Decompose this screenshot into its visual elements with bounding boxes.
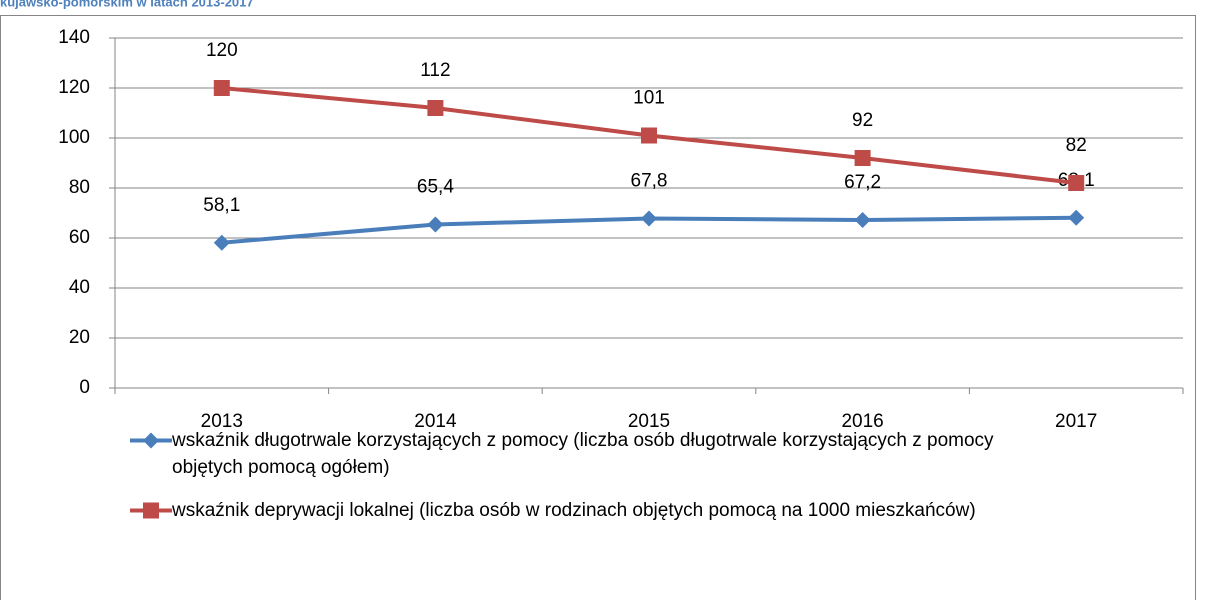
y-tick-label: 20 xyxy=(69,327,90,348)
legend-icon xyxy=(130,502,172,519)
marker xyxy=(641,210,657,227)
data-label: 65,4 xyxy=(417,177,454,198)
x-tick-label: 2016 xyxy=(841,411,883,432)
data-label: 67,8 xyxy=(631,171,668,192)
marker xyxy=(641,127,657,144)
marker xyxy=(427,216,444,233)
data-label: 92 xyxy=(852,110,873,131)
legend-label: wskaźnik deprywacji lokalnej (liczba osó… xyxy=(172,500,976,521)
y-tick-label: 100 xyxy=(58,127,90,148)
marker xyxy=(143,432,159,449)
chart-title: kujawsko-pomorskim w latach 2013-2017 xyxy=(0,0,254,9)
y-tick-label: 80 xyxy=(69,177,90,198)
marker xyxy=(854,150,871,166)
marker xyxy=(1068,175,1085,191)
y-tick-label: 40 xyxy=(69,277,90,298)
legend-entry: wskaźnik deprywacji lokalnej (liczba osó… xyxy=(130,497,1030,524)
marker xyxy=(213,234,230,251)
data-label: 67,2 xyxy=(844,172,881,193)
marker xyxy=(213,80,230,96)
chart-border xyxy=(0,15,1196,600)
x-tick-label: 2017 xyxy=(1055,411,1097,432)
data-label: 82 xyxy=(1066,135,1087,156)
x-tick-label: 2015 xyxy=(628,411,670,432)
data-label: 101 xyxy=(633,88,665,109)
legend-entry: wskaźnik długotrwale korzystających z po… xyxy=(130,427,1030,481)
y-tick-label: 120 xyxy=(58,77,90,98)
y-tick-label: 140 xyxy=(58,27,90,48)
x-tick-label: 2014 xyxy=(414,411,457,432)
y-tick-label: 60 xyxy=(69,227,90,248)
marker xyxy=(854,212,871,228)
marker xyxy=(427,100,444,116)
marker xyxy=(143,502,159,519)
y-tick-label: 0 xyxy=(79,377,90,398)
data-label: 112 xyxy=(420,60,450,81)
data-label: 58,1 xyxy=(203,195,240,216)
marker xyxy=(1068,209,1085,226)
legend-label: wskaźnik długotrwale korzystających z po… xyxy=(172,430,994,478)
legend-icon xyxy=(130,432,172,449)
data-label: 120 xyxy=(206,40,238,61)
x-tick-label: 2013 xyxy=(201,411,243,432)
